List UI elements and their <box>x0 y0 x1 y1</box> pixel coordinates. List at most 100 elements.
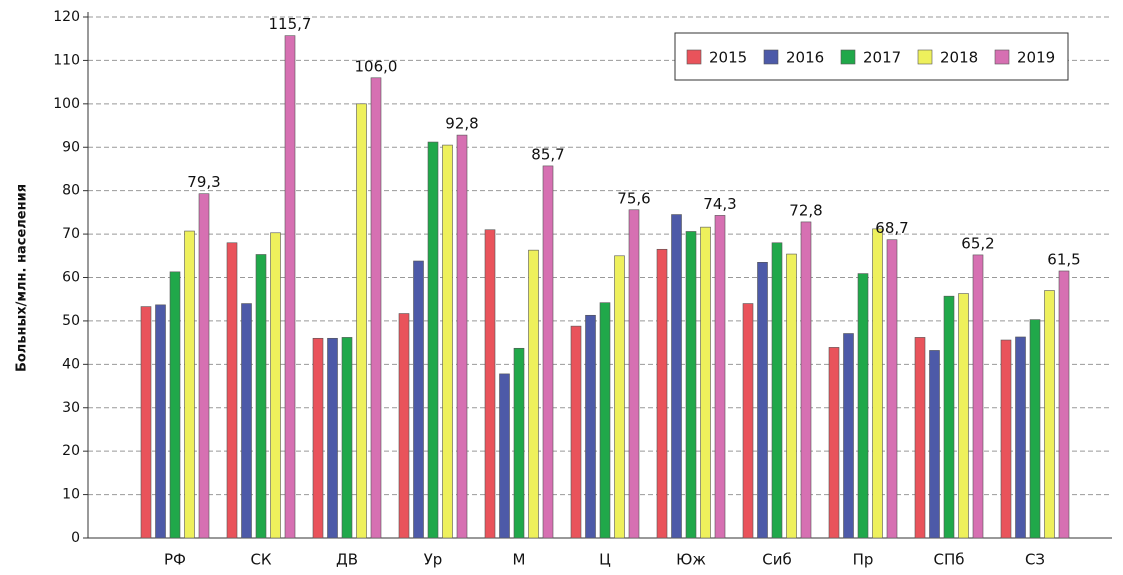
x-tick-label: Юж <box>676 551 706 569</box>
x-tick-label: Ц <box>599 551 611 569</box>
bar <box>714 215 726 539</box>
x-tick-label: СПб <box>933 551 964 569</box>
legend-label: 2017 <box>863 49 901 67</box>
bar <box>742 303 754 539</box>
x-tick-label: ДВ <box>336 551 358 569</box>
bar <box>972 254 984 539</box>
y-tick-label: 80 <box>62 183 80 199</box>
bar <box>1015 336 1026 539</box>
y-tick-label: 70 <box>62 226 80 242</box>
data-label: 61,5 <box>1047 250 1080 268</box>
bar <box>700 226 711 539</box>
bar <box>1044 290 1055 539</box>
bar <box>327 337 338 539</box>
bar <box>1000 339 1012 539</box>
data-label: 115,7 <box>269 15 312 33</box>
x-tick-label: М <box>513 551 526 569</box>
bar <box>614 255 625 539</box>
x-tick-label: Ур <box>424 551 443 569</box>
y-tick-label: 0 <box>71 530 80 546</box>
legend-label: 2018 <box>940 49 978 67</box>
legend-label: 2016 <box>786 49 824 67</box>
bar <box>484 229 496 539</box>
y-tick-label: 110 <box>53 52 80 68</box>
data-label: 106,0 <box>355 57 398 75</box>
bar <box>528 249 539 539</box>
bar <box>857 273 869 539</box>
y-tick-label: 20 <box>62 443 80 459</box>
bar <box>499 373 510 539</box>
data-label: 85,7 <box>531 145 564 163</box>
bar <box>442 144 453 539</box>
data-label: 75,6 <box>617 189 650 207</box>
y-tick-label: 90 <box>62 139 80 155</box>
bar <box>241 303 252 539</box>
bar <box>886 239 898 539</box>
bar <box>771 242 783 539</box>
bar <box>356 103 367 539</box>
bar <box>427 141 439 539</box>
data-label: 72,8 <box>789 201 822 219</box>
bar <box>226 242 238 539</box>
bar <box>1029 319 1041 539</box>
legend-swatch <box>994 49 1010 65</box>
legend-swatch <box>763 49 779 65</box>
data-label: 74,3 <box>703 195 736 213</box>
x-tick-label: Пр <box>853 551 874 569</box>
bar <box>943 295 955 539</box>
bar <box>398 313 410 539</box>
y-axis-label: Больных/млн. населения <box>15 184 30 372</box>
bar <box>671 214 682 539</box>
bar <box>628 209 640 539</box>
bar <box>599 302 611 539</box>
bar <box>585 314 596 539</box>
bar <box>513 347 525 539</box>
legend-swatch <box>686 49 702 65</box>
bar <box>1058 270 1070 539</box>
bar <box>270 232 281 539</box>
bar <box>312 337 324 539</box>
bar <box>198 193 210 539</box>
y-tick-label: 60 <box>62 270 80 286</box>
bar <box>958 293 969 539</box>
data-label: 79,3 <box>187 173 220 191</box>
bar <box>685 231 697 539</box>
bar <box>169 271 181 539</box>
bar <box>155 304 166 539</box>
bar <box>413 260 424 539</box>
bar <box>800 221 812 539</box>
bar <box>255 254 267 539</box>
bar <box>456 134 468 539</box>
bar <box>542 165 554 539</box>
data-label: 92,8 <box>445 115 478 133</box>
legend-label: 2015 <box>709 49 747 67</box>
bar <box>828 347 840 539</box>
legend-label: 2019 <box>1017 49 1055 67</box>
y-tick-label: 10 <box>62 487 80 503</box>
bar <box>843 333 854 539</box>
bar <box>786 253 797 539</box>
bar <box>914 337 926 539</box>
x-tick-label: СК <box>250 551 271 569</box>
x-tick-label: РФ <box>164 551 186 569</box>
legend-swatch <box>917 49 933 65</box>
bar <box>370 77 382 539</box>
bar <box>570 325 582 539</box>
bar <box>284 35 296 539</box>
data-label: 68,7 <box>875 219 908 237</box>
y-tick-label: 30 <box>62 400 80 416</box>
y-tick-label: 50 <box>62 313 80 329</box>
bar <box>656 248 668 539</box>
bar <box>341 337 353 539</box>
bar <box>140 306 152 539</box>
x-tick-label: СЗ <box>1025 551 1045 569</box>
y-tick-label: 40 <box>62 356 80 372</box>
legend-swatch <box>840 49 856 65</box>
data-label: 65,2 <box>961 234 994 252</box>
bar <box>872 228 883 539</box>
y-tick-label: 120 <box>53 9 80 25</box>
bar <box>929 350 940 539</box>
x-tick-label: Сиб <box>762 551 791 569</box>
bar <box>184 230 195 539</box>
